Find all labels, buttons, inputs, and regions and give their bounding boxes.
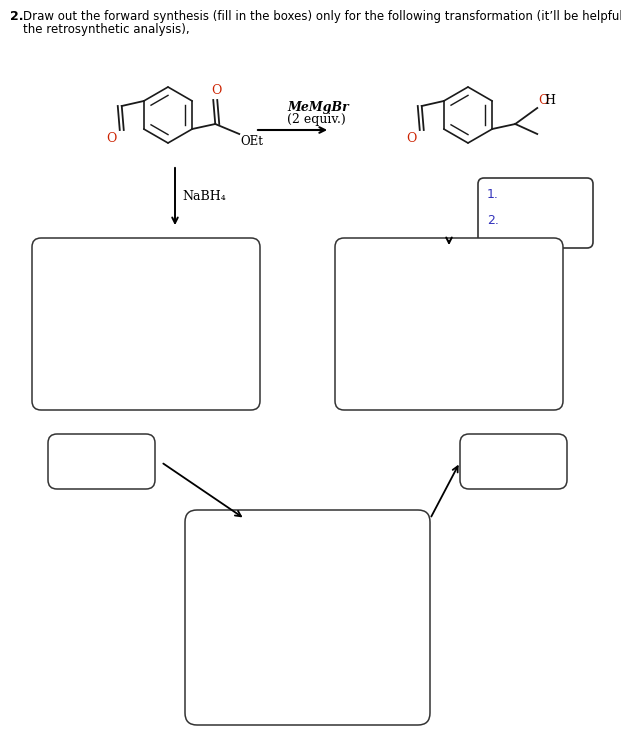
FancyBboxPatch shape <box>478 178 593 248</box>
Text: O: O <box>538 94 548 107</box>
FancyBboxPatch shape <box>335 238 563 410</box>
Text: 2.: 2. <box>487 214 499 227</box>
Text: O: O <box>106 132 117 145</box>
Text: (2 equiv.): (2 equiv.) <box>287 113 346 126</box>
Text: O: O <box>406 132 417 145</box>
Text: NaBH₄: NaBH₄ <box>182 190 226 203</box>
Text: 2.: 2. <box>10 10 24 23</box>
Text: the retrosynthetic analysis),: the retrosynthetic analysis), <box>23 23 189 36</box>
FancyBboxPatch shape <box>48 434 155 489</box>
FancyBboxPatch shape <box>185 510 430 725</box>
Text: MeMgBr: MeMgBr <box>287 101 349 114</box>
FancyBboxPatch shape <box>32 238 260 410</box>
FancyBboxPatch shape <box>460 434 567 489</box>
Text: Draw out the forward synthesis (fill in the boxes) only for the following transf: Draw out the forward synthesis (fill in … <box>23 10 621 23</box>
Text: H: H <box>544 94 555 107</box>
Text: O: O <box>211 84 222 97</box>
Text: OEt: OEt <box>240 135 263 148</box>
Text: 1.: 1. <box>487 188 499 201</box>
